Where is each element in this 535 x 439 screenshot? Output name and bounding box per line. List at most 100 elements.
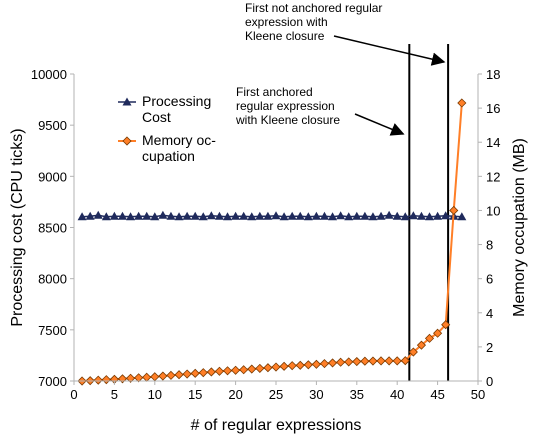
processing-cost-point	[344, 212, 354, 221]
memory-occupation-point	[441, 320, 451, 330]
memory-occupation-point	[117, 374, 128, 384]
x-tick-label: 25	[269, 387, 283, 402]
processing-cost-point	[352, 211, 362, 220]
processing-cost-point	[214, 211, 224, 220]
processing-cost-point	[150, 212, 160, 221]
right-y-tick-label: 14	[486, 135, 500, 150]
memory-occupation-point	[122, 136, 132, 146]
memory-occupation-point	[231, 365, 241, 375]
processing-cost-point	[303, 212, 313, 221]
right-y-tick-label: 10	[486, 203, 500, 218]
memory-occupation-point	[433, 328, 443, 338]
memory-occupation-point	[287, 361, 297, 371]
vertical-markers	[408, 44, 450, 381]
processing-cost-point	[182, 211, 192, 220]
right-y-tick-label: 0	[486, 374, 493, 389]
processing-cost-point	[206, 211, 216, 220]
memory-occupation-point	[142, 372, 152, 382]
processing-cost-point	[400, 212, 410, 221]
processing-cost-point	[166, 211, 176, 220]
memory-occupation-point	[392, 356, 402, 366]
processing-cost-point	[134, 211, 144, 220]
memory-occupation-point	[311, 359, 321, 369]
left-y-tick-label: 9000	[38, 169, 67, 184]
memory-occupation-point	[101, 375, 111, 385]
processing-cost-point	[279, 212, 289, 221]
x-tick-label: 30	[309, 387, 323, 402]
processing-cost-point	[319, 211, 329, 220]
memory-occupation-point	[158, 371, 168, 381]
memory-occupation-point	[222, 366, 233, 376]
annotation-not-anchored-arrow	[333, 35, 446, 66]
processing-cost-point	[174, 212, 184, 221]
processing-cost-point	[231, 211, 241, 220]
processing-cost-point	[433, 211, 443, 220]
right-y-tick-label: 6	[486, 272, 493, 287]
x-tick-label: 15	[188, 387, 202, 402]
x-tick-label: 35	[350, 387, 364, 402]
memory-occupation-point	[424, 333, 435, 343]
processing-cost-point	[255, 211, 265, 220]
right-y-tick-label: 16	[486, 101, 500, 116]
memory-occupation-point	[344, 357, 354, 367]
memory-occupation-point	[255, 363, 265, 373]
series-layer	[77, 98, 467, 386]
x-tick-label: 10	[148, 387, 162, 402]
memory-occupation-point	[206, 367, 216, 377]
right-y-tick-label: 8	[486, 238, 493, 253]
memory-occupation-line	[82, 102, 463, 382]
processing-cost-point	[117, 211, 127, 220]
memory-occupation-point	[327, 358, 338, 368]
processing-cost-point	[85, 211, 95, 220]
processing-cost-point	[368, 212, 378, 221]
right-y-tick-label: 2	[486, 340, 493, 355]
right-y-tick-label: 4	[486, 306, 493, 321]
memory-occupation-point	[182, 369, 192, 379]
legend-processing-cost-label: Processing Cost	[142, 93, 211, 125]
x-tick-label: 50	[471, 387, 485, 402]
memory-occupation-point	[279, 361, 289, 371]
processing-cost-point	[311, 211, 321, 220]
memory-occupation-point	[376, 356, 386, 366]
memory-occupation-point	[408, 347, 418, 357]
annotation-not-anchored-text: First not anchored regular expression wit…	[245, 1, 382, 43]
memory-occupation-point	[198, 368, 208, 378]
left-y-tick-label: 9500	[38, 118, 67, 133]
processing-cost-series	[77, 210, 467, 221]
memory-occupation-point	[368, 356, 378, 366]
memory-occupation-point	[150, 372, 160, 382]
processing-cost-point	[328, 212, 338, 221]
left-y-tick-label: 7000	[38, 374, 67, 389]
x-tick-label: 0	[70, 387, 77, 402]
processing-cost-point	[457, 212, 467, 221]
processing-cost-point	[142, 211, 152, 220]
processing-cost-point	[271, 211, 281, 220]
memory-occupation-point	[352, 356, 362, 367]
processing-cost-point	[376, 211, 386, 220]
processing-cost-point	[336, 211, 346, 220]
x-tick-label: 20	[228, 387, 242, 402]
memory-occupation-point	[263, 363, 273, 373]
memory-occupation-point	[319, 359, 330, 369]
left-y-tick-label: 8000	[38, 272, 67, 287]
x-axis-title: # of regular expressions	[191, 417, 362, 434]
processing-cost-point	[198, 212, 208, 221]
right-y-tick-label: 18	[486, 67, 500, 82]
processing-cost-point	[360, 211, 370, 220]
x-tick-label: 5	[111, 387, 118, 402]
memory-occupation-point	[134, 373, 144, 383]
left-y-axis-title: Processing cost (CPU ticks)	[9, 128, 26, 326]
memory-occupation-point	[174, 370, 184, 380]
left-y-tick-label: 8500	[38, 221, 67, 236]
memory-occupation-point	[239, 365, 249, 375]
processing-cost-point	[441, 211, 451, 220]
memory-occupation-point	[449, 205, 459, 216]
memory-occupation-point	[303, 360, 313, 370]
memory-occupation-point	[400, 356, 410, 366]
right-y-tick-label: 12	[486, 169, 500, 184]
right-y-axis-title: Memory occupation (MB)	[511, 138, 528, 317]
x-tick-label: 45	[430, 387, 444, 402]
processing-cost-point	[126, 212, 136, 221]
memory-occupation-point	[271, 362, 281, 372]
left-y-tick-label: 10000	[31, 67, 67, 82]
